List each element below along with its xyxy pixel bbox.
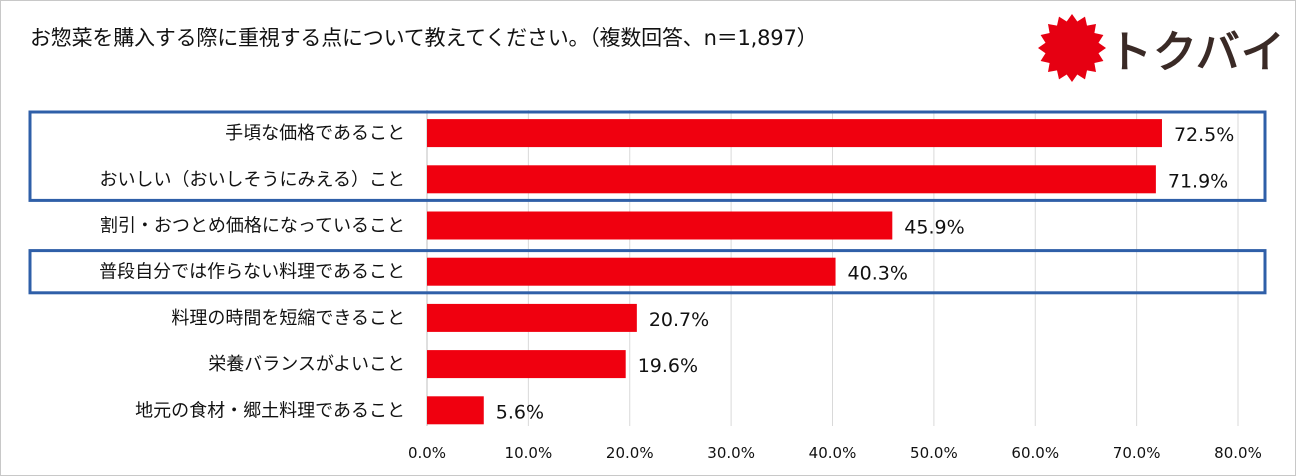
tick-label: 30.0% xyxy=(707,444,755,462)
value-label: 19.6% xyxy=(638,355,698,377)
logo-text: トクバイ xyxy=(1108,27,1286,78)
category-label: おいしい（おいしそうにみえる）こと xyxy=(100,169,405,190)
axis-tick-labels: 0.0% 10.0% 20.0% 30.0% 40.0% 50.0% 60.0% 70.0% 8… xyxy=(408,444,1262,462)
value-label: 72.5% xyxy=(1174,124,1234,146)
bar xyxy=(427,119,1162,148)
category-label: 普段自分では作らない料理であること xyxy=(99,262,405,283)
category-label: 手頃な価格であること xyxy=(225,123,405,144)
value-label: 45.9% xyxy=(904,217,964,239)
tick-label: 80.0% xyxy=(1214,444,1262,462)
value-labels: 72.5% 71.9% 45.9% 40.3% 20.7% 19.6% 5.6% xyxy=(496,124,1235,423)
bars xyxy=(427,119,1162,425)
bar xyxy=(427,350,626,379)
tick-label: 50.0% xyxy=(910,444,958,462)
tokubai-logo: トクバイ xyxy=(1036,12,1285,84)
value-label: 71.9% xyxy=(1168,170,1228,192)
category-label: 料理の時間を短縮できること xyxy=(171,308,405,329)
category-label: 割引・おつとめ価格になっていること xyxy=(100,216,405,237)
logo-burst-icon xyxy=(1038,14,1106,82)
value-label: 5.6% xyxy=(496,401,544,423)
bar xyxy=(427,396,484,425)
tick-label: 10.0% xyxy=(505,444,553,462)
value-label: 20.7% xyxy=(649,309,709,331)
bar xyxy=(427,165,1156,194)
tick-label: 70.0% xyxy=(1113,444,1161,462)
highlight-box xyxy=(28,110,1267,202)
chart-title: お惣菜を購入する際に重視する点について教えてください。（複数回答、n＝1,897… xyxy=(30,26,818,50)
category-label: 地元の食材・郷土料理であること xyxy=(135,400,405,421)
bar xyxy=(427,211,893,240)
tick-label: 60.0% xyxy=(1011,444,1059,462)
bar xyxy=(427,303,637,332)
highlight-boxes xyxy=(28,110,1267,295)
highlight-box xyxy=(28,249,1267,295)
category-label: 栄養バランスがよいこと xyxy=(208,354,405,375)
category-labels: 手頃な価格であることおいしい（おいしそうにみえる）こと割引・おつとめ価格になって… xyxy=(99,123,405,421)
value-label: 40.3% xyxy=(848,263,908,285)
bar xyxy=(427,257,836,286)
tick-label: 20.0% xyxy=(606,444,654,462)
tick-label: 0.0% xyxy=(408,444,446,462)
tick-label: 40.0% xyxy=(809,444,857,462)
